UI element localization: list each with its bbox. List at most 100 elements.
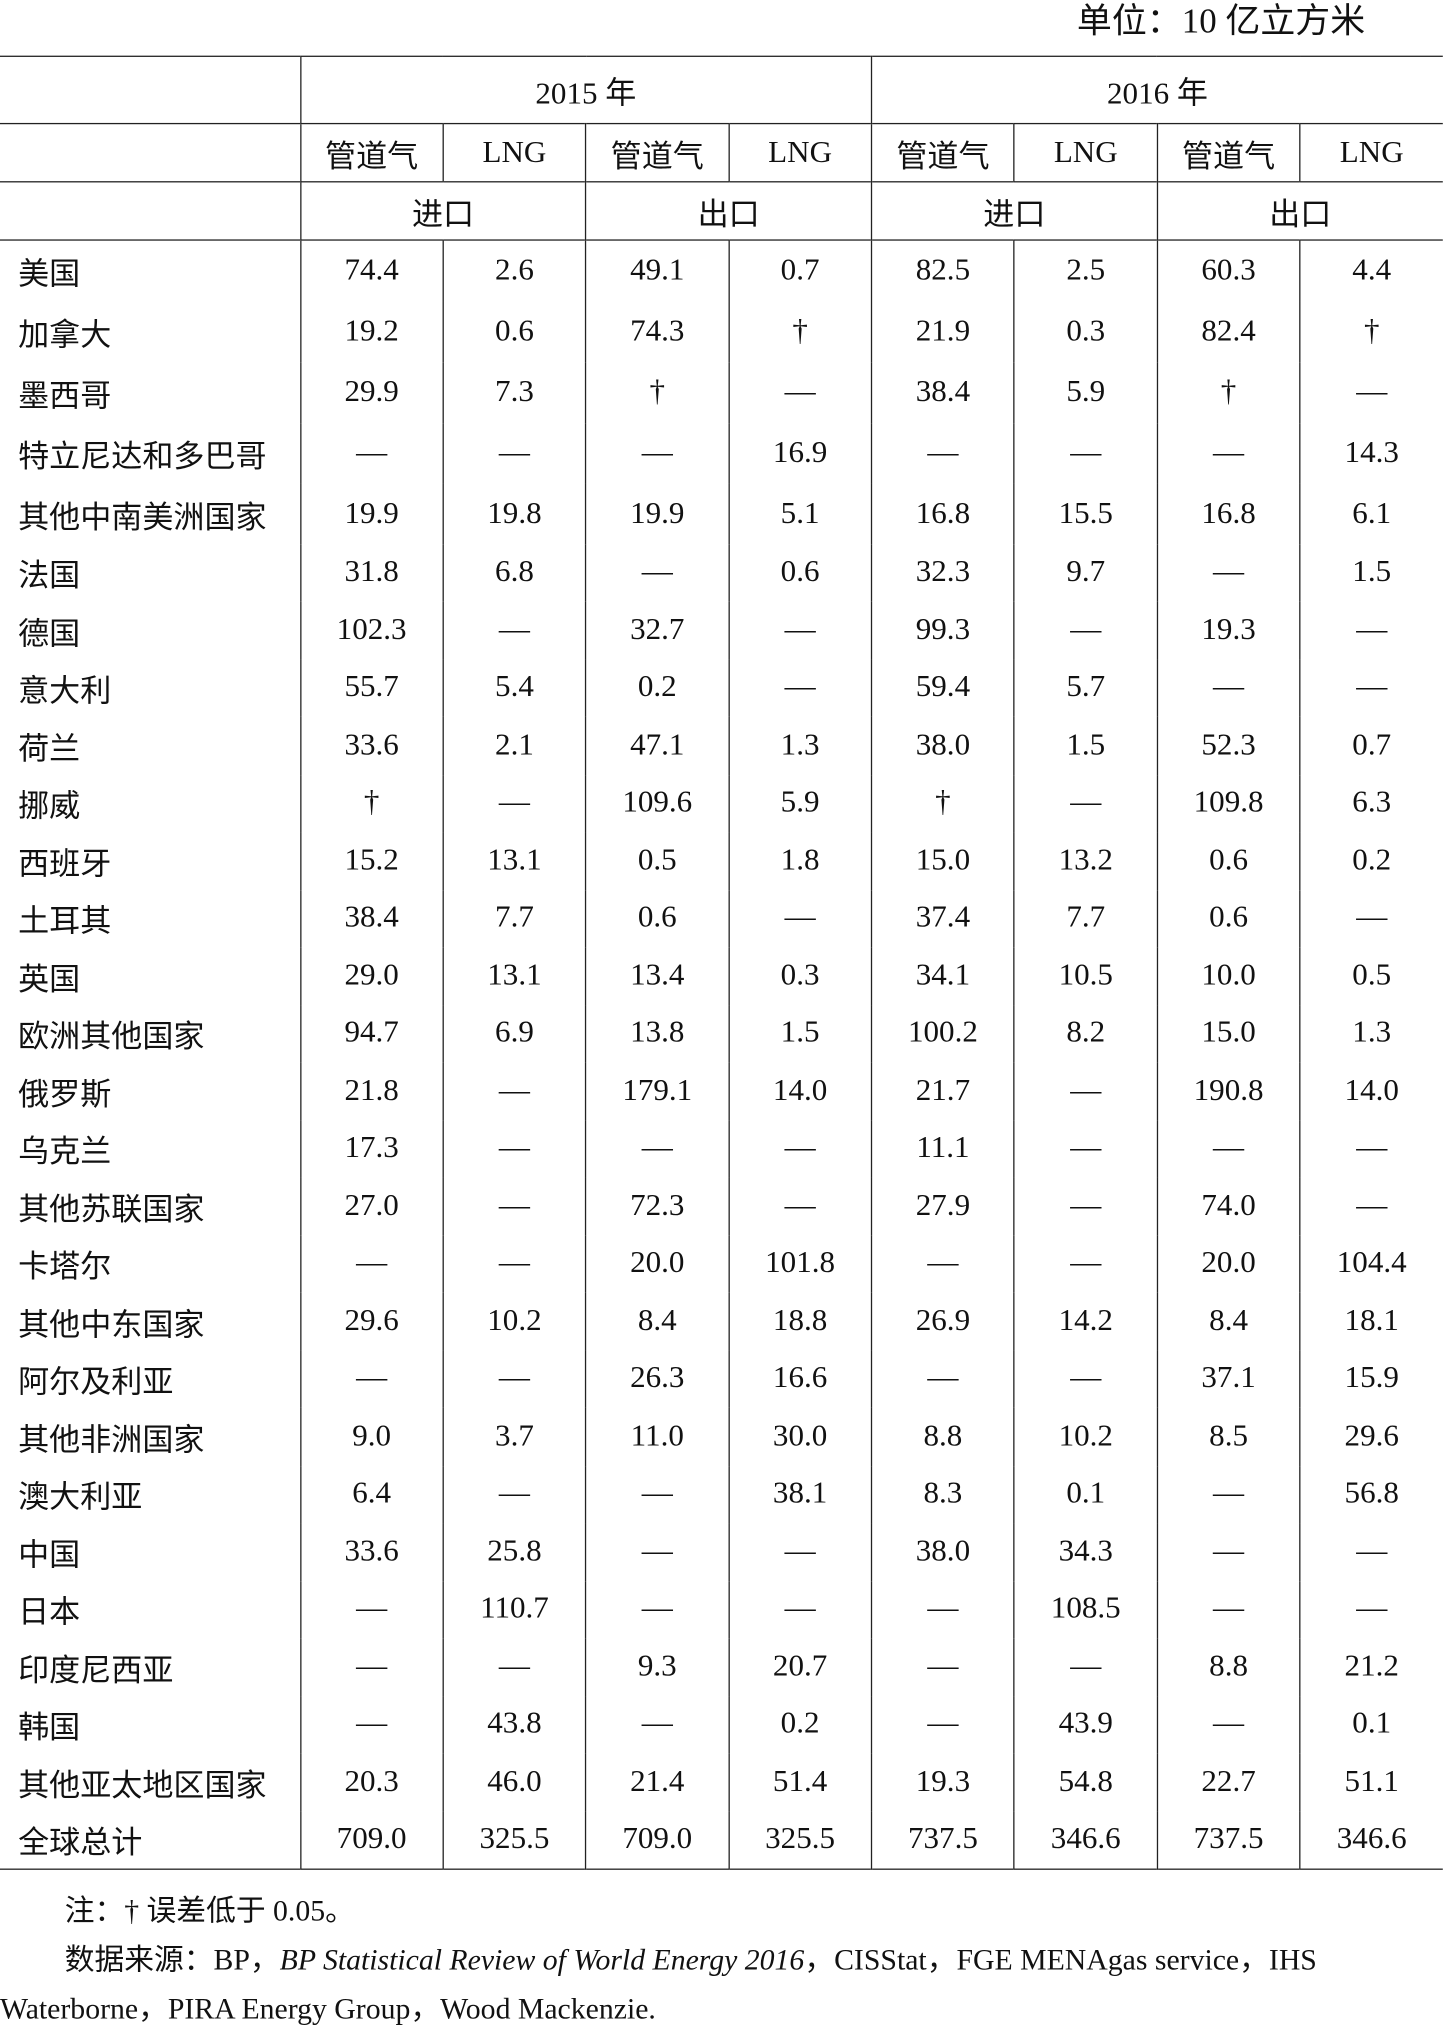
value-cell: — [1013, 422, 1158, 484]
value-cell: 27.9 [870, 1177, 1015, 1236]
table-row: 欧洲其他国家 94.7 6.9 13.8 1.5 100.2 8.2 15.0 1.3 [0, 1004, 1443, 1063]
value-cell: 14.2 [1013, 1292, 1158, 1351]
value-cell: 60.3 [1156, 240, 1300, 301]
value-cell: 29.0 [299, 947, 444, 1005]
value-cell: — [728, 1523, 872, 1581]
table-row: 德国 102.3—32.7—99.3—19.3— [0, 601, 1443, 660]
row-label: 其他中南美洲国家 [18, 501, 267, 536]
table-row: 土耳其 38.4 7.7 0.6—37.4 7.7 0.6— [0, 889, 1443, 948]
value-cell: — [585, 1695, 729, 1754]
value-cell: 8.8 [1156, 1638, 1300, 1696]
value-cell: 0.6 [728, 544, 872, 602]
table-row: 卡塔尔 — —20.0 101.8— —20.0 104.4 [0, 1235, 1443, 1293]
value-cell: 179.1 [585, 1062, 729, 1120]
value-cell: 15.5 [1013, 483, 1158, 545]
table-row: 日本 —110.7— — —108.5— — [0, 1580, 1443, 1639]
value-cell: 94.7 [299, 1004, 444, 1063]
value-cell: 16.8 [1156, 483, 1300, 545]
row-label: 全球总计 [18, 1827, 143, 1861]
type-header: 管道气 [870, 123, 1015, 182]
value-cell: 8.5 [1156, 1407, 1300, 1466]
value-cell: 0.7 [1299, 716, 1443, 775]
value-cell: 7.7 [442, 889, 586, 948]
value-cell: — [1299, 1523, 1443, 1581]
value-cell: 9.0 [299, 1407, 444, 1466]
value-cell: — [299, 1580, 444, 1639]
value-cell: 16.8 [870, 483, 1015, 545]
value-cell: — [442, 1350, 586, 1408]
type-header: 管道气 [585, 123, 729, 182]
value-cell: 10.0 [1156, 947, 1300, 1005]
value-cell: 8.4 [1156, 1292, 1300, 1351]
value-cell: 6.3 [1299, 774, 1443, 833]
table-row: 墨西哥 29.9 7.3 † —38.4 5.9 † — [0, 361, 1443, 423]
value-cell: 38.0 [870, 1523, 1015, 1581]
value-cell: — [1156, 1119, 1300, 1178]
table-header: 2015 年 2016 年 管道气 LNG 管道气 LNG 管道气 LNG 管道气 LNG 进口… [0, 56, 1443, 241]
table-row: 西班牙 15.2 13.1 0.5 1.8 15.0 13.2 0.6 0.2 [0, 832, 1443, 890]
value-cell: 190.8 [1156, 1062, 1300, 1120]
value-cell: — [1299, 361, 1443, 423]
value-cell: 8.4 [585, 1292, 729, 1351]
value-cell: — [585, 544, 729, 602]
value-cell: 6.1 [1299, 483, 1443, 545]
value-cell: 5.4 [442, 659, 586, 717]
value-cell: — [1299, 659, 1443, 717]
value-cell: 19.8 [442, 483, 586, 545]
value-cell: 6.8 [442, 544, 586, 602]
blank-cell [0, 124, 300, 182]
table-row: 其他苏联国家 27.0—72.3—27.9—74.0— [0, 1177, 1443, 1236]
row-label: 欧洲其他国家 [18, 1021, 205, 1055]
row-label: 其他亚太地区国家 [18, 1769, 267, 1804]
value-cell: 5.9 [1013, 361, 1158, 423]
value-cell: — [585, 1523, 729, 1581]
blank-cell [0, 182, 300, 240]
value-cell: 2.1 [442, 716, 586, 775]
value-cell: 38.4 [299, 889, 444, 948]
row-label: 西班牙 [18, 848, 112, 883]
row-label: 阿尔及利亚 [18, 1366, 174, 1401]
value-cell: 0.3 [728, 947, 872, 1005]
value-cell: 737.5 [870, 1810, 1015, 1869]
value-cell: — [870, 422, 1015, 484]
value-cell: 59.4 [870, 659, 1015, 717]
value-cell: 108.5 [1013, 1580, 1158, 1639]
flow-header: 出口 [1156, 181, 1443, 241]
value-cell: 32.3 [870, 544, 1015, 602]
value-cell: 30.0 [728, 1407, 872, 1466]
value-cell: 1.5 [1299, 544, 1443, 602]
row-label: 韩国 [18, 1712, 81, 1746]
value-cell: — [1299, 601, 1443, 660]
type-header: 管道气 [1156, 123, 1300, 182]
table-row: 澳大利亚 6.4— —38.1 8.3 0.1—56.8 [0, 1465, 1443, 1524]
value-cell: 55.7 [299, 659, 444, 717]
value-cell: 19.2 [299, 300, 444, 362]
row-label: 其他非洲国家 [18, 1424, 205, 1459]
table-row: 其他中南美洲国家 19.9 19.8 19.9 5.1 16.8 15.5 16.8 6.1 [0, 483, 1443, 545]
value-cell: 346.6 [1013, 1810, 1158, 1869]
row-label: 乌克兰 [18, 1136, 112, 1171]
row-label: 中国 [18, 1539, 81, 1574]
value-cell: 33.6 [299, 716, 444, 775]
value-cell: 0.1 [1299, 1695, 1443, 1754]
unit: 单位：10 亿立方米 [1076, 1, 1366, 41]
row-label: 其他苏联国家 [18, 1194, 205, 1228]
value-cell: 15.0 [870, 832, 1015, 890]
source: 数据来源：BP，BP Statistical Review of World E… [0, 1936, 1443, 2034]
value-cell: 109.6 [585, 774, 729, 833]
value-cell: 0.7 [728, 240, 872, 301]
value-cell: † [728, 300, 872, 362]
table-row: 英国 29.0 13.1 13.4 0.3 34.1 10.5 10.0 0.5 [0, 947, 1443, 1005]
value-cell: — [728, 889, 872, 948]
value-cell: 16.9 [728, 422, 872, 484]
value-cell: 52.3 [1156, 716, 1300, 775]
row-label: 土耳其 [18, 906, 112, 940]
value-cell: 21.4 [585, 1753, 729, 1811]
value-cell: 74.4 [299, 240, 444, 301]
value-cell: 19.3 [1156, 601, 1300, 660]
value-cell: 13.8 [585, 1004, 729, 1063]
value-cell: — [442, 1062, 586, 1120]
value-cell: 21.2 [1299, 1638, 1443, 1696]
value-cell: † [299, 774, 444, 833]
